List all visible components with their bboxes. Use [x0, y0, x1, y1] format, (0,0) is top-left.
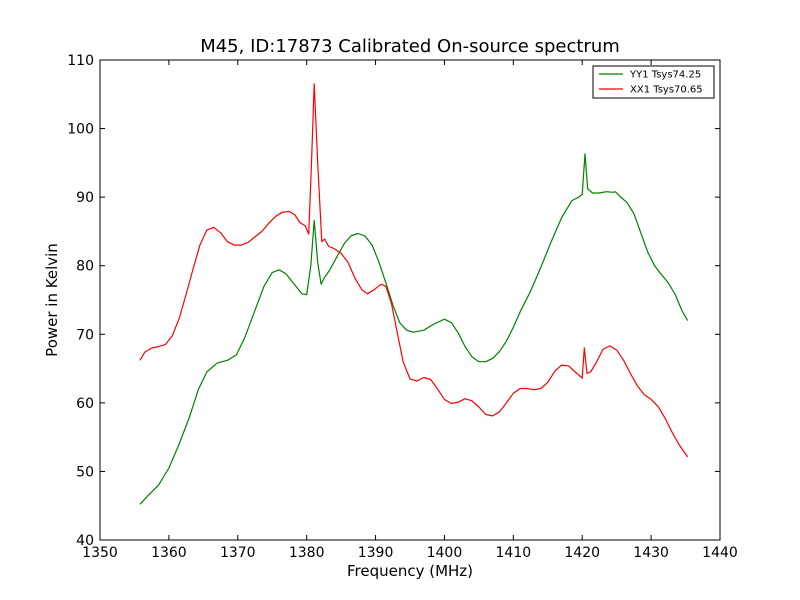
x-tick-label: 1400	[427, 545, 463, 561]
legend-box	[592, 65, 715, 99]
x-tick-label: 1430	[633, 545, 669, 561]
chart-title: M45, ID:17873 Calibrated On-source spect…	[200, 36, 620, 57]
legend-label-yy1: YY1 Tsys74.25	[629, 70, 701, 81]
series-line-xx1	[139, 83, 689, 458]
legend-label-xx1: XX1 Tsys70.65	[630, 85, 703, 96]
y-tick-label: 100	[67, 122, 94, 138]
ticks-layer: 1350 1360 1370 1380 1390 1400 1410 1420 1430 1440…	[67, 53, 738, 561]
x-tick-label: 1370	[220, 545, 256, 561]
plot-frame	[99, 59, 721, 541]
x-tick-label: 1350	[82, 545, 118, 561]
x-tick-label: 1380	[289, 545, 325, 561]
y-tick-label: 40	[76, 533, 94, 549]
y-tick-label: 110	[67, 53, 94, 69]
x-tick-label: 1440	[702, 545, 738, 561]
x-tick-label: 1360	[151, 545, 187, 561]
y-tick-label: 60	[76, 396, 94, 412]
series-layer	[139, 83, 689, 505]
x-tick-label: 1410	[496, 545, 532, 561]
y-tick-label: 80	[76, 259, 94, 275]
legend: YY1 Tsys74.25 XX1 Tsys70.65	[592, 65, 715, 99]
y-tick-label: 70	[76, 327, 94, 343]
x-tick-label: 1390	[358, 545, 394, 561]
y-axis-label: Power in Kelvin	[43, 243, 61, 357]
plot-area	[100, 60, 720, 540]
series-line-yy1	[139, 153, 689, 505]
x-axis-label: Frequency (MHz)	[347, 562, 473, 580]
y-tick-label: 90	[76, 190, 94, 206]
x-tick-label: 1420	[564, 545, 600, 561]
y-tick-label: 50	[76, 464, 94, 480]
